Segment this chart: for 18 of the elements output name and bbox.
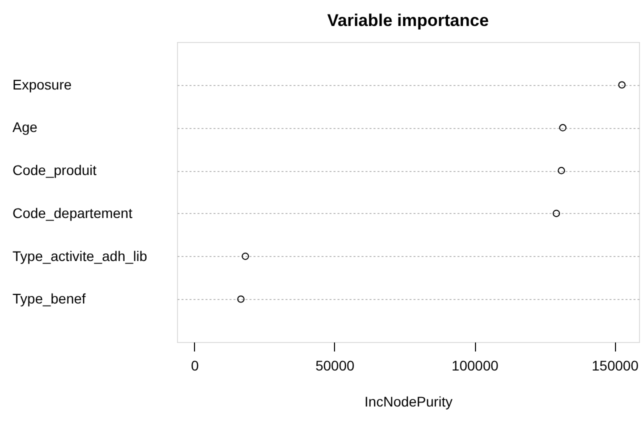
chart-title: Variable importance bbox=[327, 11, 489, 30]
x-axis-title: IncNodePurity bbox=[364, 394, 452, 410]
point bbox=[242, 252, 250, 260]
y-tick-label: Exposure bbox=[12, 76, 72, 92]
x-tick-label: 100000 bbox=[452, 358, 499, 374]
y-tick-label: Type_benef bbox=[12, 290, 86, 307]
y-tick-label: Code_departement bbox=[12, 204, 132, 221]
point bbox=[558, 166, 566, 174]
point bbox=[237, 295, 245, 303]
x-tick-label: 150000 bbox=[592, 358, 639, 374]
point bbox=[559, 124, 566, 132]
y-tick-label: Type_activite_adh_lib bbox=[12, 248, 148, 264]
point bbox=[618, 81, 626, 89]
point bbox=[552, 210, 560, 218]
y-tick-label: Age bbox=[12, 119, 38, 136]
x-tick-label: 0 bbox=[190, 358, 199, 374]
y-tick-label: Code_produit bbox=[12, 162, 97, 178]
x-tick-label: 50000 bbox=[315, 358, 355, 374]
